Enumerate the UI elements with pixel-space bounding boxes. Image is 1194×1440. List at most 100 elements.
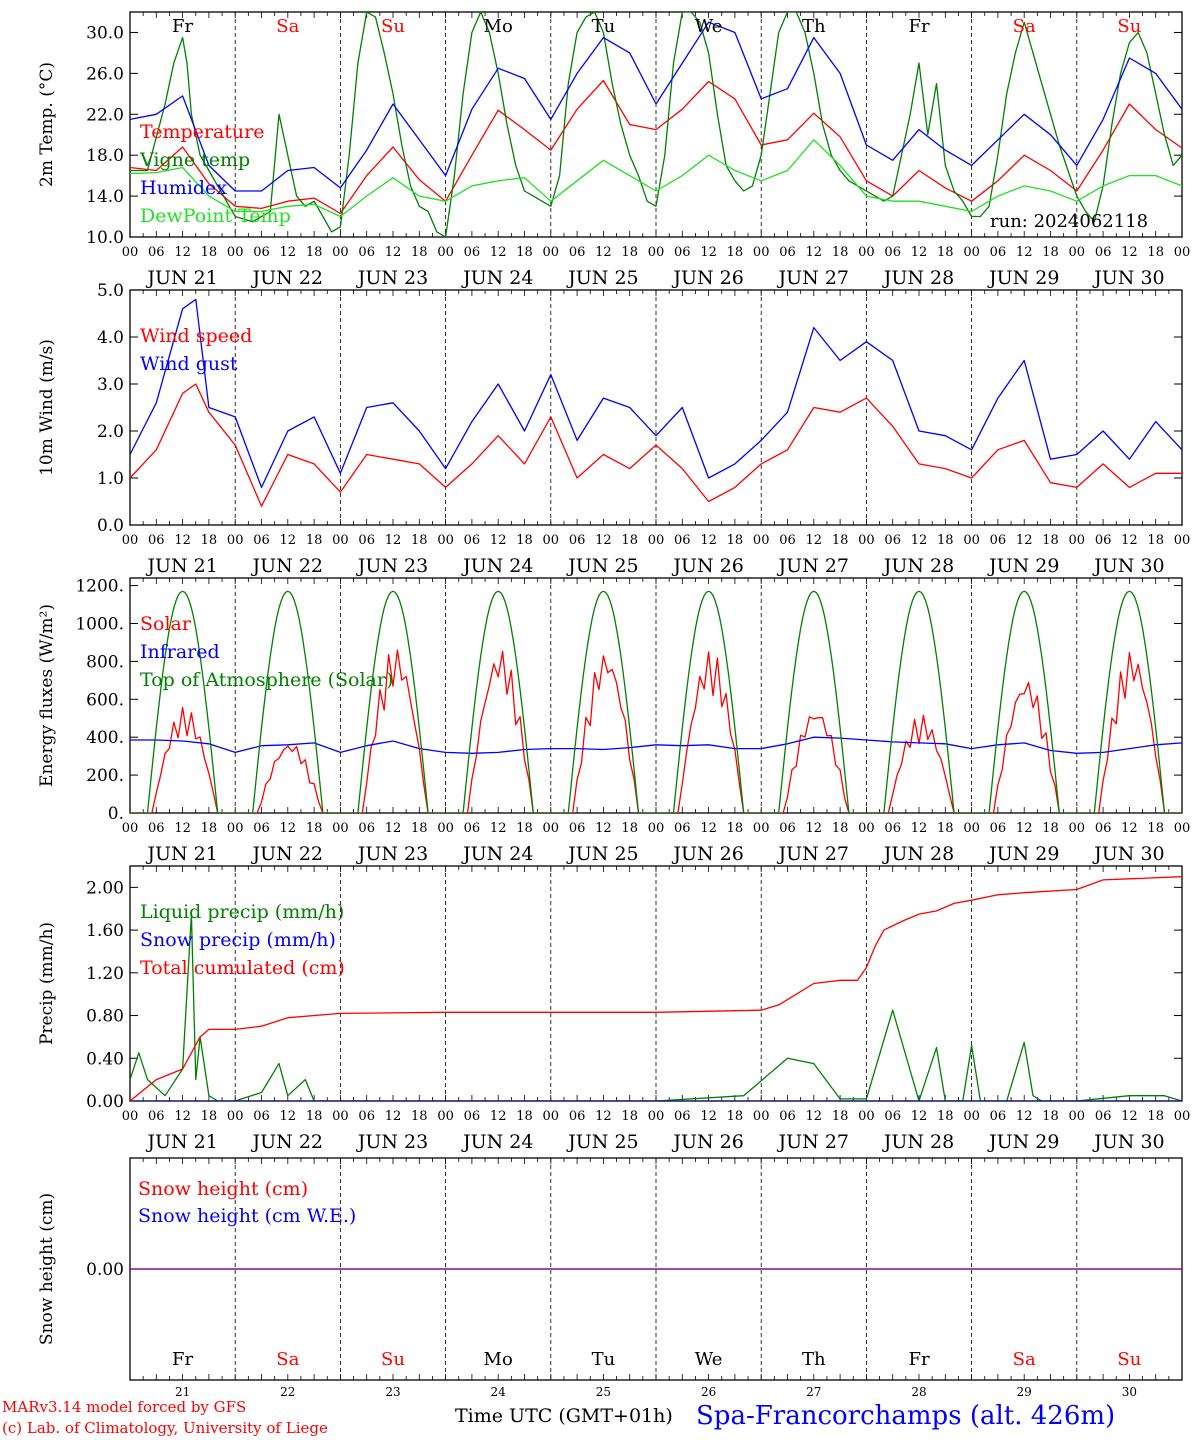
day-name-label: Tu (592, 16, 616, 37)
hour-label: 12 (595, 245, 612, 260)
hour-label: 00 (437, 245, 454, 260)
hour-label: 00 (963, 245, 980, 260)
hour-label: 12 (1016, 821, 1033, 836)
series-group (130, 876, 1182, 1101)
hour-label: 18 (516, 533, 533, 548)
series-line-total-cumulated-cm- (130, 876, 1182, 1101)
hour-label: 00 (332, 245, 349, 260)
hour-label: 06 (990, 245, 1007, 260)
hour-label: 12 (595, 821, 612, 836)
hour-label: 00 (1069, 821, 1086, 836)
day-number-label: 22 (280, 1385, 295, 1399)
hour-label: 18 (411, 533, 428, 548)
date-label: JUN 27 (777, 267, 849, 289)
y-axis-title: 10m Wind (m/s) (37, 339, 57, 476)
series-group (130, 12, 1182, 237)
hour-label: 12 (806, 245, 823, 260)
legend-entry: Snow height (cm W.E.) (138, 1205, 356, 1227)
hour-label: 00 (648, 533, 665, 548)
date-label: JUN 23 (356, 843, 428, 865)
hour-label: 12 (385, 1109, 402, 1124)
y-tick-label: 14.0 (86, 187, 124, 207)
hour-label: 06 (884, 1109, 901, 1124)
hour-label: 12 (490, 1109, 507, 1124)
date-label: JUN 22 (251, 555, 323, 577)
hour-label: 00 (227, 533, 244, 548)
day-name-label: Sa (1013, 1349, 1036, 1370)
hour-label: 00 (963, 533, 980, 548)
series-line-temperature (130, 79, 1182, 215)
y-tick-label: 200. (86, 766, 124, 786)
hour-label: 06 (253, 1109, 270, 1124)
x-axis-title: Time UTC (GMT+01h) (455, 1405, 673, 1427)
y-tick-label: 30.0 (86, 23, 124, 43)
date-label: JUN 25 (566, 1131, 638, 1153)
hour-label: 06 (464, 245, 481, 260)
day-name-label: Fr (908, 16, 929, 37)
hour-label: 12 (280, 245, 297, 260)
hour-label: 00 (1069, 245, 1086, 260)
y-tick-label: 800. (86, 652, 124, 672)
y-tick-label: 18.0 (86, 146, 124, 166)
date-label: JUN 29 (987, 1131, 1059, 1153)
hour-label: 06 (779, 245, 796, 260)
hour-label: 06 (1095, 533, 1112, 548)
hour-label: 06 (358, 821, 375, 836)
hour-label: 18 (1042, 245, 1059, 260)
date-label: JUN 30 (1092, 267, 1164, 289)
date-label: JUN 25 (566, 267, 638, 289)
y-tick-label: 26.0 (86, 64, 124, 84)
hour-label: 18 (516, 1109, 533, 1124)
hour-label: 12 (1016, 1109, 1033, 1124)
hour-label: 12 (174, 245, 191, 260)
hour-label: 06 (779, 821, 796, 836)
date-label: JUN 21 (145, 1131, 217, 1153)
hour-label: 12 (1121, 533, 1138, 548)
hour-label: 18 (1147, 533, 1164, 548)
day-name-label: Su (381, 1349, 405, 1370)
day-name-label: Sa (1013, 16, 1036, 37)
hour-label: 06 (884, 821, 901, 836)
day-number-label: 27 (806, 1385, 821, 1399)
series-line-wind-speed (130, 383, 1182, 507)
hour-label: 12 (280, 821, 297, 836)
date-label: JUN 26 (671, 267, 743, 289)
hour-label: 12 (385, 821, 402, 836)
date-label: JUN 22 (251, 1131, 323, 1153)
hour-label: 12 (490, 821, 507, 836)
date-label: JUN 26 (671, 1131, 743, 1153)
hour-label: 00 (543, 1109, 560, 1124)
hour-label: 18 (937, 821, 954, 836)
y-tick-label: 4.0 (97, 328, 124, 348)
y-tick-label: 5.0 (97, 281, 124, 301)
series-line-solar (130, 649, 1182, 813)
date-label: JUN 28 (882, 1131, 954, 1153)
series-line-vigne-temp (130, 12, 1182, 237)
legend-entry: Infrared (140, 641, 220, 663)
y-axis-title: 2m Temp. (°C) (37, 62, 57, 187)
date-label: JUN 27 (777, 555, 849, 577)
day-name-label: Su (1117, 1349, 1141, 1370)
y-tick-label: 0.00 (86, 1260, 124, 1280)
hour-label: 00 (1069, 533, 1086, 548)
day-name-label: Mo (484, 16, 513, 37)
hour-label: 06 (674, 821, 691, 836)
day-number-label: 23 (385, 1385, 400, 1399)
hour-label: 00 (753, 821, 770, 836)
location-title: Spa-Francorchamps (alt. 426m) (696, 1401, 1116, 1431)
hour-label: 12 (490, 245, 507, 260)
chart-panel-3: 0. 200. 400. 600. 800. 1000. 1200. Energy fluxe… (37, 577, 1190, 865)
hour-label: 12 (806, 1109, 823, 1124)
hour-label: 06 (674, 245, 691, 260)
hour-label: 06 (779, 533, 796, 548)
series-line-top-of-atmosphere-solar- (130, 590, 1182, 813)
hour-label: 00 (227, 245, 244, 260)
date-label: JUN 23 (356, 267, 428, 289)
hour-label: 00 (1174, 821, 1191, 836)
day-name-label: Fr (908, 1349, 929, 1370)
hour-label: 06 (990, 1109, 1007, 1124)
hour-label: 00 (858, 821, 875, 836)
hour-label: 18 (1147, 245, 1164, 260)
hour-label: 00 (332, 1109, 349, 1124)
day-name-label: We (695, 16, 723, 37)
